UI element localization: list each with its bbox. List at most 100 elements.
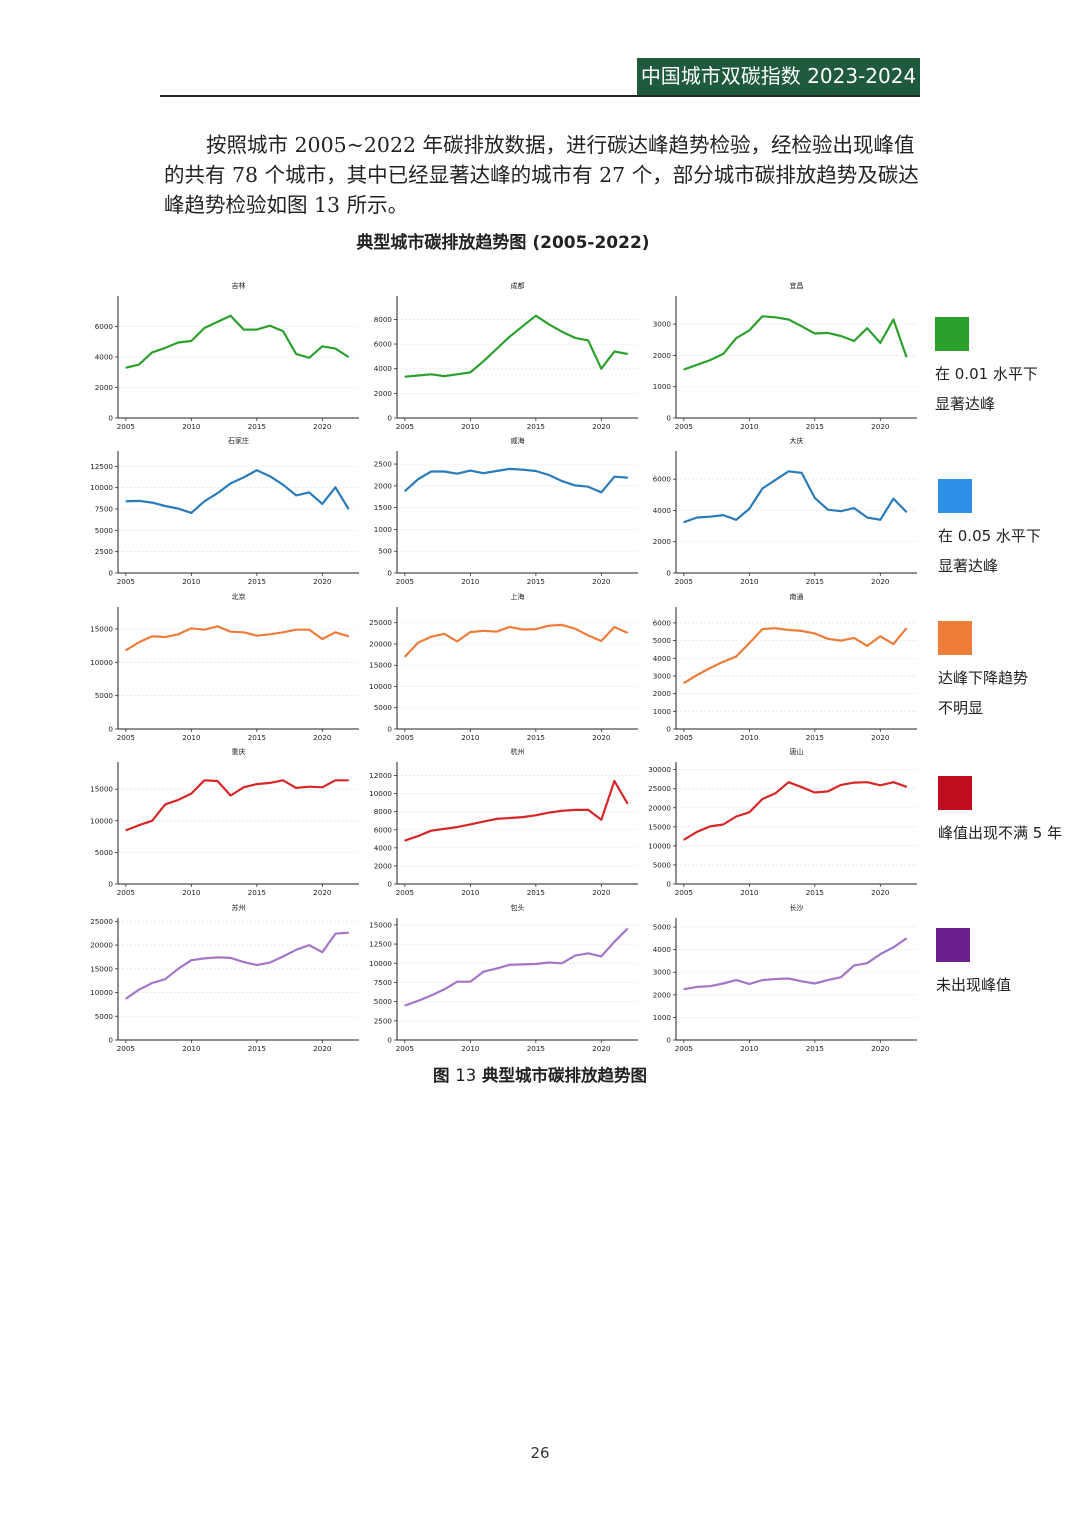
y-tick-label: 500	[378, 547, 392, 556]
data-point	[469, 470, 471, 472]
y-tick-label: 2000	[653, 990, 672, 999]
y-tick-label: 4000	[95, 353, 114, 362]
y-tick-label: 10000	[90, 658, 113, 667]
y-tick-label: 2000	[374, 389, 393, 398]
data-point	[587, 339, 589, 341]
data-point	[801, 980, 803, 982]
y-tick-label: 0	[387, 880, 392, 889]
y-tick-label: 3000	[653, 671, 672, 680]
data-point	[509, 468, 511, 470]
chart-panel-13: 0 2500 5000 7500 10000 12500 15000 2005 2010 2015…	[369, 903, 638, 1053]
data-point	[482, 630, 484, 632]
x-tick-label: 2020	[592, 733, 611, 742]
header-title: 中国城市双碳指数 2023-2024	[637, 58, 920, 95]
data-point	[561, 624, 563, 626]
y-tick-label: 20000	[648, 803, 671, 812]
data-point	[683, 368, 685, 371]
data-point	[269, 782, 271, 784]
data-point	[709, 359, 711, 361]
data-point	[722, 982, 724, 985]
y-tick-label: 0	[387, 1036, 392, 1045]
data-point	[216, 625, 219, 627]
chart-panel-7: 0 5000 10000 15000 20000 25000 2005 2010 2015 202…	[369, 592, 638, 742]
y-tick-label: 12000	[369, 771, 392, 780]
data-point	[456, 640, 458, 643]
legend-item-1: 在 0.05 水平下 显著达峰	[938, 479, 1078, 581]
x-tick-label: 2015	[527, 733, 545, 742]
x-tick-label: 2005	[117, 422, 135, 431]
legend-swatch-2	[938, 621, 972, 655]
y-tick-label: 0	[387, 725, 392, 734]
data-point	[203, 327, 205, 329]
data-point	[417, 374, 419, 377]
data-point	[879, 519, 881, 521]
data-point	[417, 1000, 419, 1002]
data-point	[125, 500, 127, 502]
series-line	[125, 779, 349, 832]
data-point	[295, 787, 297, 789]
y-tick-label: 10000	[369, 789, 392, 798]
data-point	[417, 835, 419, 837]
data-point	[495, 470, 498, 472]
data-point	[548, 474, 550, 476]
legend-swatch-4	[936, 928, 970, 962]
chart-panel-1: 0 2000 4000 6000 8000 2005 2010 2015 2020 成都	[374, 281, 638, 431]
data-point	[801, 472, 803, 474]
data-point	[866, 516, 868, 519]
data-point	[151, 820, 153, 822]
x-tick-label: 2015	[527, 577, 545, 586]
data-point	[456, 373, 458, 375]
y-tick-label: 15000	[90, 625, 113, 634]
series-line	[683, 781, 907, 841]
data-point	[216, 780, 219, 782]
data-point	[230, 315, 232, 317]
x-tick-label: 2020	[313, 577, 332, 586]
data-point	[138, 989, 140, 991]
chart-title: 唐山	[790, 747, 804, 756]
data-point	[879, 784, 881, 786]
data-point	[282, 631, 284, 633]
data-point	[495, 348, 498, 350]
x-tick-label: 2020	[313, 1044, 332, 1053]
legend-label-4: 未出现峰值	[936, 976, 1012, 994]
data-point	[138, 641, 140, 643]
chart-panel-9: 0 5000 10000 15000 2005 2010 2015 2020 重庆	[90, 747, 359, 897]
data-point	[203, 957, 205, 960]
y-tick-label: 2000	[95, 383, 114, 392]
data-point	[417, 478, 419, 480]
y-tick-label: 25000	[90, 917, 113, 926]
data-point	[203, 629, 205, 631]
data-point	[321, 638, 323, 640]
y-tick-label: 4000	[653, 506, 672, 515]
x-tick-label: 2005	[396, 1044, 414, 1053]
data-point	[151, 635, 153, 637]
data-point	[269, 962, 271, 964]
x-tick-label: 2010	[740, 422, 759, 431]
data-point	[774, 627, 777, 629]
data-point	[535, 814, 537, 816]
x-tick-label: 2020	[313, 422, 332, 431]
y-tick-label: 25000	[369, 618, 392, 627]
y-tick-label: 10000	[369, 959, 392, 968]
data-point	[696, 831, 698, 833]
data-point	[774, 316, 777, 318]
data-point	[574, 955, 576, 957]
data-point	[243, 631, 245, 633]
chart-title: 苏州	[232, 903, 246, 912]
data-point	[469, 371, 471, 373]
data-point	[230, 957, 232, 959]
data-point	[853, 964, 855, 967]
data-point	[788, 781, 790, 783]
data-point	[404, 1004, 406, 1007]
data-point	[230, 794, 232, 797]
data-point	[295, 629, 297, 631]
series-line	[683, 627, 908, 684]
data-point	[522, 963, 524, 966]
series-line	[683, 315, 908, 371]
x-tick-label: 2010	[461, 733, 480, 742]
data-point	[404, 840, 406, 842]
data-point	[495, 631, 498, 633]
x-tick-label: 2005	[396, 888, 414, 897]
data-point	[761, 979, 764, 981]
